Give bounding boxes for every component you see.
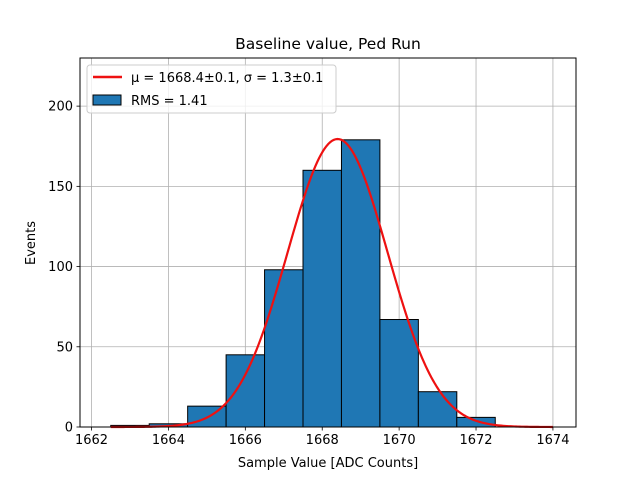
histogram-bars: [110, 139, 496, 428]
y-tick-label: 0: [65, 421, 73, 436]
legend-histogram-label: RMS = 1.41: [131, 94, 208, 109]
legend-histogram-swatch: [92, 94, 122, 106]
legend: μ = 1668.4±0.1, σ = 1.3±0.1 RMS = 1.41: [86, 64, 337, 114]
histogram-bar: [340, 139, 381, 428]
plot-area-frame: [79, 57, 577, 428]
histogram-bar: [417, 391, 458, 428]
y-tick-label: 50: [56, 340, 73, 355]
fit-curve: [110, 137, 553, 429]
x-axis-ticks: 1662 1664 1666 1668 1670 1672 1674: [75, 427, 569, 448]
legend-box: [86, 64, 337, 114]
y-axis-label: Events: [24, 221, 39, 265]
x-axis-label: Sample Value [ADC Counts]: [238, 456, 418, 471]
x-tick-label: 1674: [536, 433, 569, 448]
histogram-bar: [379, 319, 419, 428]
x-tick-label: 1670: [383, 433, 416, 448]
histogram-bar: [264, 269, 304, 428]
y-axis-ticks: 0 50 100 150 200: [48, 100, 80, 436]
gaussian-fit: [110, 137, 553, 429]
x-tick-label: 1662: [75, 433, 108, 448]
chart-title: Baseline value, Ped Run: [235, 35, 421, 53]
histogram-bar: [225, 354, 266, 428]
legend-fit-label: μ = 1668.4±0.1, σ = 1.3±0.1: [131, 71, 323, 86]
x-tick-label: 1664: [152, 433, 185, 448]
y-tick-label: 200: [48, 100, 73, 115]
histogram-bar: [302, 169, 342, 428]
y-tick-label: 150: [48, 180, 73, 195]
x-tick-label: 1672: [459, 433, 492, 448]
histogram-bar: [456, 416, 496, 428]
x-tick-label: 1666: [229, 433, 262, 448]
y-tick-label: 100: [48, 260, 73, 275]
x-tick-label: 1668: [306, 433, 339, 448]
